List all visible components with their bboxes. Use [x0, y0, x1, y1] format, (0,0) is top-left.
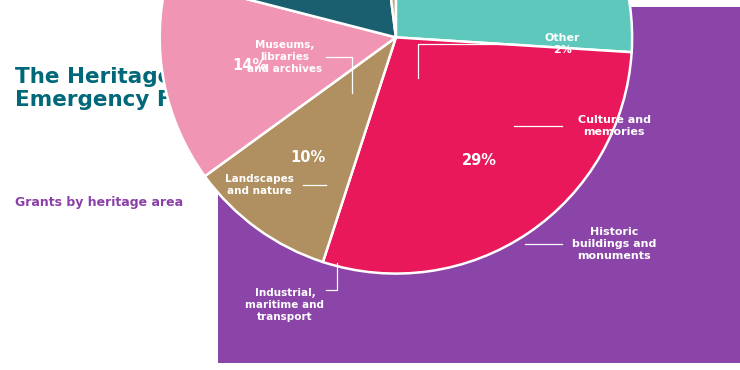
Wedge shape — [205, 37, 396, 262]
FancyBboxPatch shape — [203, 0, 740, 370]
Text: The Heritage
Emergency Fund: The Heritage Emergency Fund — [16, 67, 217, 110]
Text: 14%: 14% — [232, 58, 267, 73]
Wedge shape — [167, 0, 396, 37]
Wedge shape — [323, 37, 632, 273]
Text: Industrial,
maritime and
transport: Industrial, maritime and transport — [246, 288, 324, 322]
Wedge shape — [160, 0, 396, 176]
Text: Landscapes
and nature: Landscapes and nature — [224, 174, 294, 196]
Text: Museums,
libraries
and archives: Museums, libraries and archives — [247, 40, 323, 74]
Text: Grants by heritage area: Grants by heritage area — [16, 196, 184, 209]
Text: Other
2%: Other 2% — [545, 33, 580, 56]
Text: 29%: 29% — [462, 153, 497, 168]
Text: 10%: 10% — [291, 150, 326, 165]
Wedge shape — [366, 0, 396, 37]
Text: Culture and
memories: Culture and memories — [578, 115, 650, 137]
Wedge shape — [396, 0, 632, 52]
Text: Historic
buildings and
monuments: Historic buildings and monuments — [572, 227, 656, 261]
